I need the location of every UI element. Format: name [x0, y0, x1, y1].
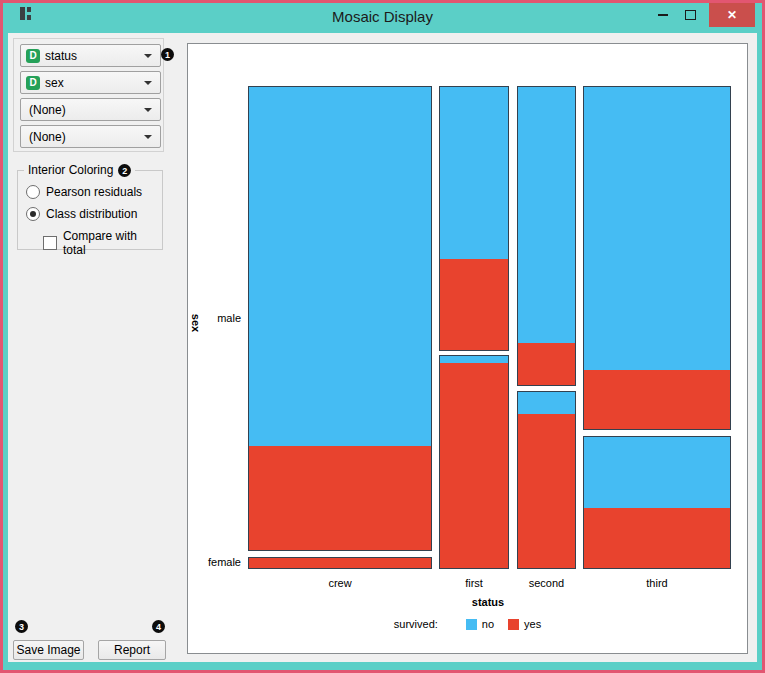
annotation-badge-4: 4 [152, 620, 165, 633]
annotation-badge-3: 3 [15, 620, 28, 633]
chevron-down-icon [144, 135, 152, 139]
legend-entry-yes: yes [508, 618, 541, 630]
mosaic-block-third-male[interactable] [583, 86, 731, 430]
dropdown-value: (None) [26, 103, 144, 117]
close-button[interactable]: ✕ [709, 3, 755, 27]
radio-class-distribution[interactable]: Class distribution [26, 207, 137, 221]
y-axis-title: sex [190, 314, 202, 332]
mosaic-segment-crew-male-no[interactable] [249, 87, 431, 446]
x-axis-title: status [472, 596, 504, 608]
mosaic-segment-third-female-yes[interactable] [584, 508, 730, 568]
x-tick-third: third [583, 577, 731, 589]
annotation-badge-1: 1 [161, 48, 174, 61]
legend-swatch-yes [508, 619, 519, 630]
checkbox-label: Compare with total [63, 229, 162, 257]
widget-content: D status D sex (None) (None) 1 [8, 33, 757, 662]
checkbox-icon[interactable] [43, 236, 57, 250]
legend-entry-no: no [466, 618, 494, 630]
groupbox-title: Interior Coloring2 [24, 163, 135, 177]
legend-label: yes [524, 618, 541, 630]
radio-icon[interactable] [26, 185, 40, 199]
variable-dropdown-1[interactable]: D status [20, 44, 161, 67]
mosaic-plot-panel: crewfirstsecondthirdmalefemale sex statu… [187, 43, 748, 654]
checkbox-compare-with-total[interactable]: Compare with total [43, 229, 162, 257]
legend-label: no [482, 618, 494, 630]
titlebar[interactable]: Mosaic Display ✕ [3, 3, 762, 33]
legend-swatch-no [466, 619, 477, 630]
mosaic-segment-first-female-yes[interactable] [440, 363, 508, 568]
radio-label: Pearson residuals [46, 185, 142, 199]
x-tick-second: second [517, 577, 576, 589]
legend: survived: no yes [188, 618, 747, 630]
mosaic-block-second-male[interactable] [517, 86, 576, 386]
variable-dropdown-3[interactable]: (None) [20, 98, 161, 121]
mosaic-segment-crew-female-yes[interactable] [249, 558, 431, 568]
mosaic-block-first-female[interactable] [439, 355, 509, 569]
mosaic-segment-first-male-yes[interactable] [440, 259, 508, 350]
variable-dropdown-4[interactable]: (None) [20, 125, 161, 148]
dropdown-value: (None) [26, 130, 144, 144]
radio-icon-selected[interactable] [26, 207, 40, 221]
discrete-variable-icon: D [26, 76, 40, 90]
dropdown-value: sex [45, 76, 144, 90]
discrete-variable-icon: D [26, 49, 40, 63]
close-icon: ✕ [727, 8, 737, 22]
mosaic-widget-icon [20, 7, 31, 20]
radio-label: Class distribution [46, 207, 137, 221]
mosaic-segment-second-female-yes[interactable] [518, 414, 575, 568]
minimize-icon[interactable] [658, 14, 668, 16]
window-title: Mosaic Display [3, 3, 762, 31]
dropdown-value: status [45, 49, 144, 63]
mosaic-segment-first-male-no[interactable] [440, 87, 508, 259]
mosaic-segment-second-female-no[interactable] [518, 392, 575, 414]
chevron-down-icon [144, 81, 152, 85]
mosaic-block-crew-male[interactable] [248, 86, 432, 551]
mosaic-segment-third-male-no[interactable] [584, 87, 730, 370]
window-frame: Mosaic Display ✕ D status D sex [3, 3, 762, 670]
mosaic-segment-crew-male-yes[interactable] [249, 446, 431, 550]
mosaic-segment-third-male-yes[interactable] [584, 370, 730, 429]
mosaic-segment-second-male-no[interactable] [518, 87, 575, 343]
mosaic-block-second-female[interactable] [517, 391, 576, 569]
report-button[interactable]: Report [98, 640, 166, 660]
mosaic-block-third-female[interactable] [583, 436, 731, 569]
mosaic-block-first-male[interactable] [439, 86, 509, 351]
mosaic-block-crew-female[interactable] [248, 557, 432, 569]
legend-title: survived: [394, 618, 438, 630]
mosaic-plot: crewfirstsecondthirdmalefemale [188, 44, 747, 653]
interior-coloring-group: Interior Coloring2 Pearson residuals Cla… [17, 170, 163, 250]
chevron-down-icon [144, 108, 152, 112]
mosaic-segment-second-male-yes[interactable] [518, 343, 575, 385]
maximize-icon[interactable] [685, 10, 696, 20]
x-tick-first: first [439, 577, 509, 589]
chevron-down-icon [144, 54, 152, 58]
radio-pearson-residuals[interactable]: Pearson residuals [26, 185, 142, 199]
app-window: Mosaic Display ✕ D status D sex [0, 0, 765, 673]
variable-dropdown-2[interactable]: D sex [20, 71, 161, 94]
annotation-badge-2: 2 [118, 164, 131, 177]
mosaic-segment-third-female-no[interactable] [584, 437, 730, 508]
variable-selectors-box: D status D sex (None) (None) [13, 38, 164, 152]
save-image-button[interactable]: Save Image [13, 640, 84, 660]
y-tick-female: female [188, 556, 241, 568]
x-tick-crew: crew [248, 577, 432, 589]
mosaic-segment-first-female-no[interactable] [440, 356, 508, 363]
